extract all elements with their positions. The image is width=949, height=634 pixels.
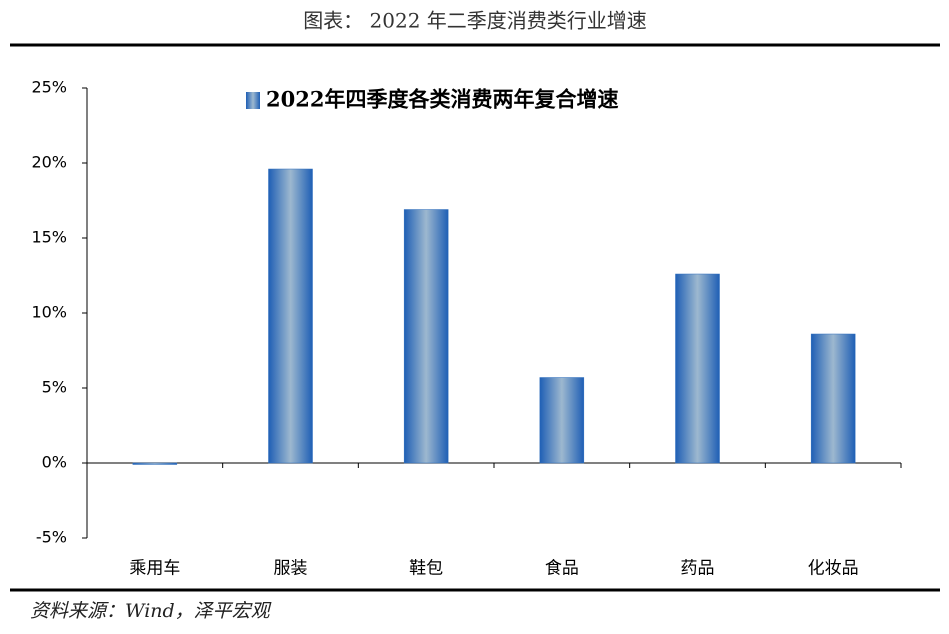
bar [403,209,449,464]
x-tick-label: 药品 [681,559,715,579]
bar [810,333,856,464]
x-tick-label: 鞋包 [409,559,443,579]
x-tick-label: 服装 [274,559,308,579]
x-tick-label: 食品 [545,559,579,579]
y-tick-label: 20% [31,153,67,172]
legend-swatch [246,92,260,109]
y-tick-label: 25% [31,78,67,97]
x-tick-label: 化妆品 [808,559,859,579]
chart-title: 图表： 2022 年二季度消费类行业增速 [303,9,647,33]
bar [268,168,313,464]
x-tick-label: 乘用车 [129,559,180,579]
y-tick-label: 10% [31,303,67,322]
y-tick-label: 15% [31,228,67,247]
bar [539,377,585,464]
y-tick-label: 0% [42,453,67,472]
bar [675,273,720,464]
bar [132,462,178,465]
y-tick-label: -5% [36,528,67,547]
legend-label: 2022年四季度各类消费两年复合增速 [266,87,618,112]
source-note: 资料来源：Wind，泽平宏观 [30,600,272,622]
y-tick-label: 5% [42,378,67,397]
